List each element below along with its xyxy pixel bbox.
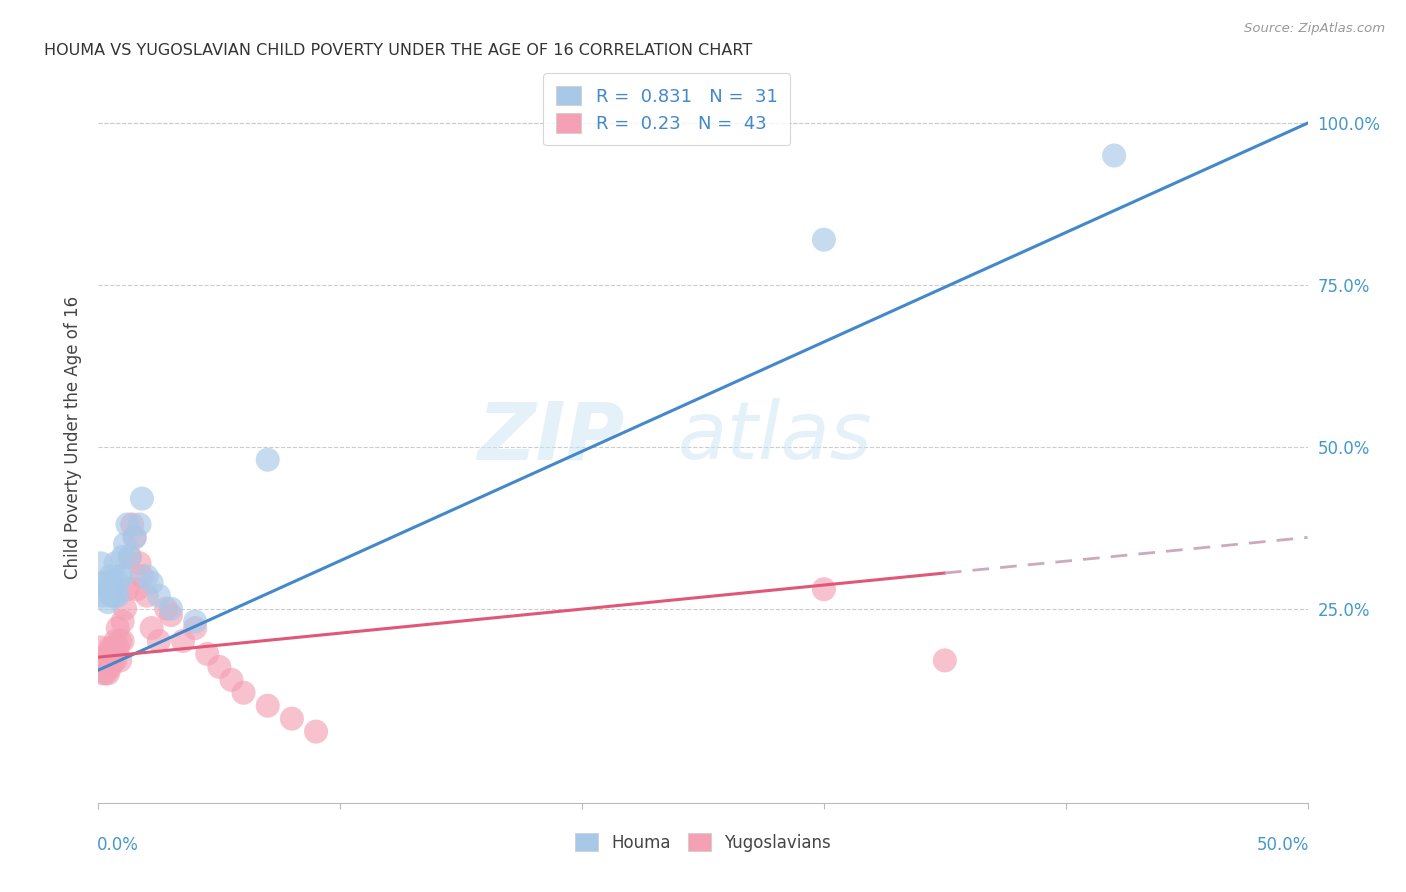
Point (101, 653, 124, 667)
Point (97, 647, 120, 661)
Point (100, 589, 122, 603)
Point (135, 569, 157, 583)
Point (232, 686, 254, 700)
Point (111, 549, 134, 564)
Point (1102, 148, 1125, 162)
Point (128, 557, 150, 571)
Point (111, 634, 134, 648)
Point (184, 621, 207, 635)
Point (91, 666, 114, 681)
Point (90, 640, 112, 655)
Point (117, 517, 139, 532)
Point (107, 640, 129, 655)
Point (101, 575, 124, 590)
Point (118, 549, 141, 564)
Point (94, 666, 117, 681)
Point (117, 582, 139, 597)
Point (101, 589, 124, 603)
Point (111, 569, 134, 583)
Point (114, 537, 136, 551)
Point (100, 640, 122, 655)
Point (934, 653, 956, 667)
Point (121, 517, 143, 532)
Point (108, 634, 131, 648)
Point (91, 653, 114, 667)
Point (114, 601, 136, 615)
Point (141, 621, 163, 635)
Point (91, 575, 114, 590)
Point (104, 589, 127, 603)
Point (184, 615, 207, 629)
Point (107, 621, 129, 635)
Point (94, 575, 117, 590)
Point (813, 582, 835, 597)
Point (104, 634, 127, 648)
Point (104, 557, 127, 571)
Point (256, 452, 278, 467)
Point (94, 653, 117, 667)
Point (148, 589, 170, 603)
Point (97, 595, 120, 609)
Text: Source: ZipAtlas.com: Source: ZipAtlas.com (1244, 22, 1385, 36)
Point (281, 712, 304, 726)
Point (172, 634, 194, 648)
Point (97, 582, 120, 597)
Text: HOUMA VS YUGOSLAVIAN CHILD POVERTY UNDER THE AGE OF 16 CORRELATION CHART: HOUMA VS YUGOSLAVIAN CHILD POVERTY UNDER… (44, 43, 752, 58)
Text: atlas: atlas (678, 398, 873, 476)
Point (124, 530, 146, 544)
Point (135, 589, 157, 603)
Text: ZIP: ZIP (477, 398, 624, 476)
Point (208, 660, 231, 674)
Point (131, 491, 153, 506)
Point (131, 569, 153, 583)
Point (107, 575, 129, 590)
Point (155, 601, 177, 615)
Point (118, 549, 141, 564)
Point (160, 608, 183, 623)
Point (160, 601, 183, 615)
Point (221, 673, 243, 687)
Point (111, 615, 134, 629)
Point (91, 589, 114, 603)
Text: 0.0%: 0.0% (97, 837, 139, 855)
Point (108, 653, 131, 667)
Point (107, 589, 129, 603)
Legend: Houma, Yugoslavians: Houma, Yugoslavians (567, 825, 839, 860)
Point (128, 517, 150, 532)
Point (195, 647, 218, 661)
Point (100, 660, 122, 674)
Point (141, 575, 163, 590)
Point (90, 557, 112, 571)
Point (124, 530, 146, 544)
Point (127, 582, 149, 597)
Point (305, 724, 328, 739)
Point (148, 634, 170, 648)
Point (813, 233, 835, 247)
Point (100, 569, 122, 583)
Y-axis label: Child Poverty Under the Age of 16: Child Poverty Under the Age of 16 (63, 295, 82, 579)
Point (104, 653, 127, 667)
Point (97, 666, 120, 681)
Point (101, 640, 124, 655)
Point (256, 698, 278, 713)
Text: 50.0%: 50.0% (1257, 837, 1309, 855)
Point (108, 569, 131, 583)
